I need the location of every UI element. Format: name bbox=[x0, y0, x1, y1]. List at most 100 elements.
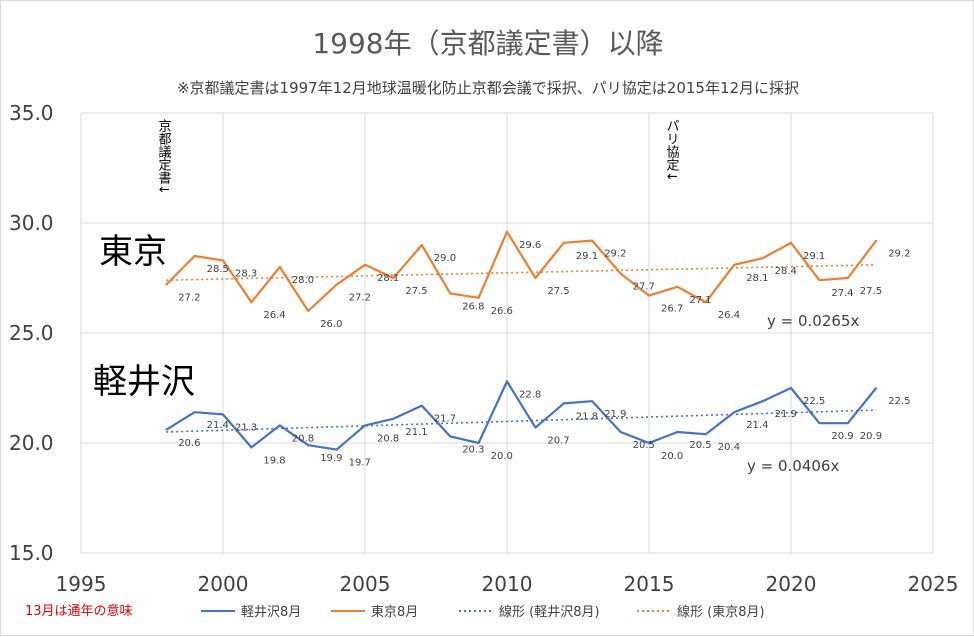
legend-label: 東京8月 bbox=[371, 604, 418, 620]
data-label: 21.9 bbox=[775, 409, 797, 420]
data-point bbox=[392, 418, 395, 420]
chart-title: 1998年（京都議定書）以降 bbox=[312, 27, 663, 60]
data-point bbox=[875, 387, 877, 389]
x-tick-label: 2010 bbox=[482, 572, 533, 596]
data-point bbox=[733, 411, 735, 414]
data-label: 22.8 bbox=[519, 389, 541, 400]
x-tick-label: 2005 bbox=[340, 572, 391, 596]
data-point bbox=[222, 413, 224, 416]
data-point bbox=[279, 424, 281, 427]
series-line bbox=[165, 380, 878, 451]
data-label: 22.5 bbox=[803, 396, 825, 407]
data-label: 28.3 bbox=[235, 268, 257, 279]
data-point bbox=[705, 433, 707, 436]
data-point bbox=[591, 239, 593, 242]
data-point bbox=[790, 242, 792, 244]
grid bbox=[80, 112, 934, 554]
data-label: 26.6 bbox=[491, 306, 513, 317]
data-label: 28.1 bbox=[377, 273, 399, 284]
data-point bbox=[790, 387, 792, 389]
data-point bbox=[506, 380, 508, 383]
data-label: 20.6 bbox=[178, 438, 200, 449]
data-label: 28.5 bbox=[207, 264, 229, 275]
series-line bbox=[165, 230, 878, 313]
data-label: 27.4 bbox=[831, 288, 853, 299]
data-labels: 20.6 21.4 21.3 19.8 20.8 19.9 19.7 20.8 21.1 21.7… bbox=[178, 240, 910, 469]
data-label: 26.4 bbox=[263, 310, 285, 321]
data-point bbox=[193, 255, 196, 257]
data-label: 20.7 bbox=[547, 436, 569, 447]
trendlines bbox=[166, 264, 877, 433]
data-label: 20.0 bbox=[491, 451, 513, 462]
data-point bbox=[477, 442, 480, 444]
data-point bbox=[307, 444, 310, 447]
data-point bbox=[676, 431, 679, 433]
data-label: 26.0 bbox=[320, 319, 342, 330]
vertical-annotation: パリ協定↓ bbox=[664, 119, 680, 182]
data-label: 21.7 bbox=[434, 414, 456, 425]
trendline bbox=[166, 409, 877, 433]
data-label: 26.8 bbox=[462, 301, 484, 312]
data-point bbox=[818, 422, 821, 425]
trend-equation: y = 0.0406x bbox=[747, 457, 839, 475]
data-point bbox=[619, 431, 622, 433]
data-label: 29.0 bbox=[434, 253, 456, 264]
y-tick-label: 35.0 bbox=[9, 101, 54, 125]
data-label: 20.3 bbox=[462, 444, 484, 455]
data-label: 19.8 bbox=[263, 455, 285, 466]
data-point bbox=[648, 442, 650, 444]
data-point bbox=[449, 292, 452, 295]
data-point bbox=[279, 266, 281, 268]
x-tick-label: 2025 bbox=[908, 572, 959, 596]
data-point bbox=[392, 277, 395, 279]
data-point bbox=[335, 448, 338, 451]
x-tick-label: 2020 bbox=[766, 572, 817, 596]
data-point bbox=[563, 402, 565, 405]
data-label: 28.0 bbox=[292, 275, 314, 286]
legend-label: 軽井沢8月 bbox=[241, 605, 301, 620]
series-lines bbox=[165, 230, 878, 451]
data-point bbox=[421, 404, 423, 407]
data-label: 27.1 bbox=[689, 295, 711, 306]
data-point bbox=[506, 231, 508, 233]
data-point bbox=[648, 294, 650, 297]
data-label: 27.2 bbox=[178, 293, 200, 304]
data-label: 20.0 bbox=[661, 451, 683, 462]
data-point bbox=[847, 422, 849, 425]
data-label: 21.8 bbox=[576, 411, 598, 422]
data-label: 29.2 bbox=[604, 249, 626, 260]
data-label: 28.4 bbox=[775, 266, 797, 277]
data-label: 27.5 bbox=[547, 286, 569, 297]
data-point bbox=[847, 277, 849, 279]
y-axis-ticks: 35.0 30.0 25.0 20.0 15.0 bbox=[9, 101, 54, 565]
y-tick-label: 15.0 bbox=[9, 541, 54, 565]
data-point bbox=[421, 244, 423, 246]
y-tick-label: 25.0 bbox=[9, 321, 54, 345]
data-point bbox=[761, 400, 764, 403]
data-point bbox=[563, 242, 565, 244]
data-label: 29.1 bbox=[803, 251, 825, 262]
data-label: 20.5 bbox=[689, 440, 711, 451]
data-point bbox=[591, 400, 593, 403]
data-label: 19.7 bbox=[349, 458, 371, 469]
data-point bbox=[619, 272, 622, 275]
data-label: 21.4 bbox=[746, 420, 768, 431]
y-tick-label: 30.0 bbox=[9, 211, 54, 235]
data-label: 21.3 bbox=[235, 422, 257, 433]
data-label: 29.6 bbox=[519, 240, 541, 251]
data-point bbox=[875, 239, 877, 242]
data-label: 20.4 bbox=[718, 442, 740, 453]
series-big-label: 軽井沢 bbox=[93, 362, 195, 402]
data-point bbox=[193, 411, 196, 414]
data-label: 22.5 bbox=[888, 396, 910, 407]
legend-label: 線形 (軽井沢8月) bbox=[499, 604, 600, 620]
data-point bbox=[705, 301, 707, 304]
data-point bbox=[449, 435, 452, 438]
trendline bbox=[166, 264, 877, 281]
data-label: 21.9 bbox=[604, 409, 626, 420]
data-point bbox=[733, 264, 735, 266]
footnote: 13月は通年の意味 bbox=[25, 603, 133, 619]
vertical-annotation: 京都議定書↓ bbox=[156, 119, 172, 195]
